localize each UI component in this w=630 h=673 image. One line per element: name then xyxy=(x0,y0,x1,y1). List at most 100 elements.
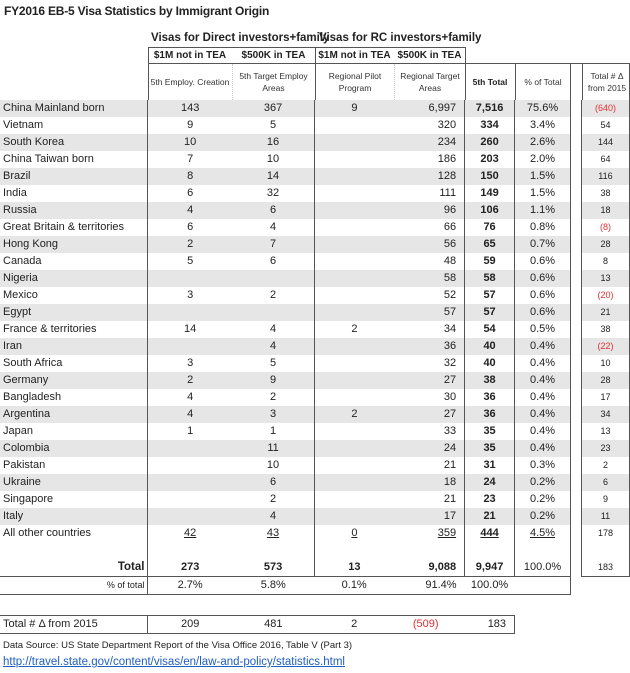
cell: 6 xyxy=(269,255,277,267)
cell: 0.4% xyxy=(514,389,571,406)
cell: Argentina xyxy=(0,406,148,423)
cell: Mexico xyxy=(3,289,38,301)
spacer-row xyxy=(0,595,630,616)
cell: 21 xyxy=(464,508,515,525)
cell: 0.4% xyxy=(514,355,571,372)
cell: Colombia xyxy=(0,440,148,457)
table-row: Mexico 3 2 52 57 0.6% (20) xyxy=(0,287,630,304)
cell xyxy=(314,287,394,304)
cell: All other countries xyxy=(3,527,92,539)
cell xyxy=(314,372,394,389)
cell-value: 444 xyxy=(480,527,499,539)
divider xyxy=(315,47,316,101)
cell xyxy=(314,304,394,321)
col-header-target-employ: 5th Target Employ Areas xyxy=(239,71,308,93)
cell xyxy=(581,577,629,595)
cell xyxy=(570,202,582,219)
cell xyxy=(147,508,232,525)
cell: 13 xyxy=(580,423,630,440)
cell: 5 xyxy=(269,357,277,369)
cell: 0.8% xyxy=(514,219,571,236)
cell: 186 xyxy=(437,153,457,165)
cell: 0.6% xyxy=(514,287,571,304)
cell xyxy=(570,168,582,185)
table-row: Hong Kong 2 7 56 65 0.7% 28 xyxy=(0,236,630,253)
cell: Japan xyxy=(3,425,33,437)
cell xyxy=(314,185,394,202)
cell: 106 xyxy=(464,202,515,219)
cell: 24 xyxy=(464,474,515,491)
cell: 0.5% xyxy=(514,321,571,338)
cell xyxy=(231,270,315,287)
cell: 42 xyxy=(147,525,232,551)
cell: 5.8% xyxy=(231,576,315,595)
table-row: South Korea 10 16 234 260 2.6% 144 xyxy=(0,134,630,151)
cell xyxy=(570,372,582,389)
cell: 10 xyxy=(147,134,232,151)
cell: Egypt xyxy=(0,304,148,321)
cell xyxy=(570,406,582,423)
cell: Russia xyxy=(0,202,148,219)
cell: (509) xyxy=(393,615,465,634)
cell xyxy=(570,474,582,491)
cell: 4 xyxy=(269,221,277,233)
cell: Iran xyxy=(0,338,148,355)
cell: 18 xyxy=(580,202,630,219)
cell: France & territories xyxy=(3,323,97,335)
cell: 9,947 xyxy=(464,559,515,577)
cell: 23 xyxy=(580,440,630,457)
cell: 40 xyxy=(464,355,515,372)
cell: 13 xyxy=(580,270,630,287)
source-link[interactable]: http://travel.state.gov/content/visas/en… xyxy=(3,656,345,668)
cell: 7,516 xyxy=(464,100,515,117)
col-header-5th-total: 5th Total xyxy=(472,77,508,87)
cell: 96 xyxy=(393,202,465,219)
cell: Total # Δ from 2015 xyxy=(0,615,148,634)
cell: 11 xyxy=(580,508,630,525)
cell: 3 xyxy=(231,406,315,423)
cell xyxy=(570,423,582,440)
cell xyxy=(314,117,394,134)
cell: South Korea xyxy=(0,134,148,151)
divider xyxy=(394,64,395,100)
cell: 2 xyxy=(269,289,277,301)
data-source: Data Source: US State Department Report … xyxy=(3,640,353,651)
cell: 1.1% xyxy=(514,202,571,219)
cell: 5 xyxy=(269,119,277,131)
cell xyxy=(514,576,571,595)
cell xyxy=(314,440,394,457)
cell: 38 xyxy=(580,321,630,338)
cell xyxy=(147,491,232,508)
cell: 2 xyxy=(314,406,394,423)
cell: 17 xyxy=(580,389,630,406)
cell xyxy=(147,304,232,321)
cell-value: 43 xyxy=(266,527,280,539)
cell: 0.4% xyxy=(514,423,571,440)
cell xyxy=(570,440,582,457)
table-row: South Africa 3 5 32 40 0.4% 10 xyxy=(0,355,630,372)
total-row: Total 273 573 13 9,088 9,947 100.0% 183 xyxy=(0,559,630,577)
cell: 35 xyxy=(464,440,515,457)
cell: 7 xyxy=(231,236,315,253)
cell: 57 xyxy=(393,304,465,321)
cell: (640) xyxy=(580,100,630,117)
cell: 0.4% xyxy=(514,372,571,389)
cell: 234 xyxy=(393,134,465,151)
cell xyxy=(570,321,582,338)
cell: 48 xyxy=(443,255,457,267)
cell: (8) xyxy=(580,219,630,236)
cell: 1 xyxy=(269,425,277,437)
cell: 9 xyxy=(314,100,394,117)
cell: 10 xyxy=(266,459,280,471)
cell xyxy=(314,134,394,151)
col-header-delta: Total # Δ from 2015 xyxy=(587,71,627,93)
cell: 2 xyxy=(314,615,394,634)
cell: 76 xyxy=(464,219,515,236)
subheader-2: $500K in TEA xyxy=(241,50,306,61)
cell xyxy=(314,389,394,406)
cell: 6 xyxy=(231,474,315,491)
cell: Singapore xyxy=(3,493,54,505)
cell-value: 0 xyxy=(351,527,358,539)
table-row: All other countries 42 43 0 359 444 4.5% 178 xyxy=(0,525,630,551)
cell: 149 xyxy=(464,185,515,202)
